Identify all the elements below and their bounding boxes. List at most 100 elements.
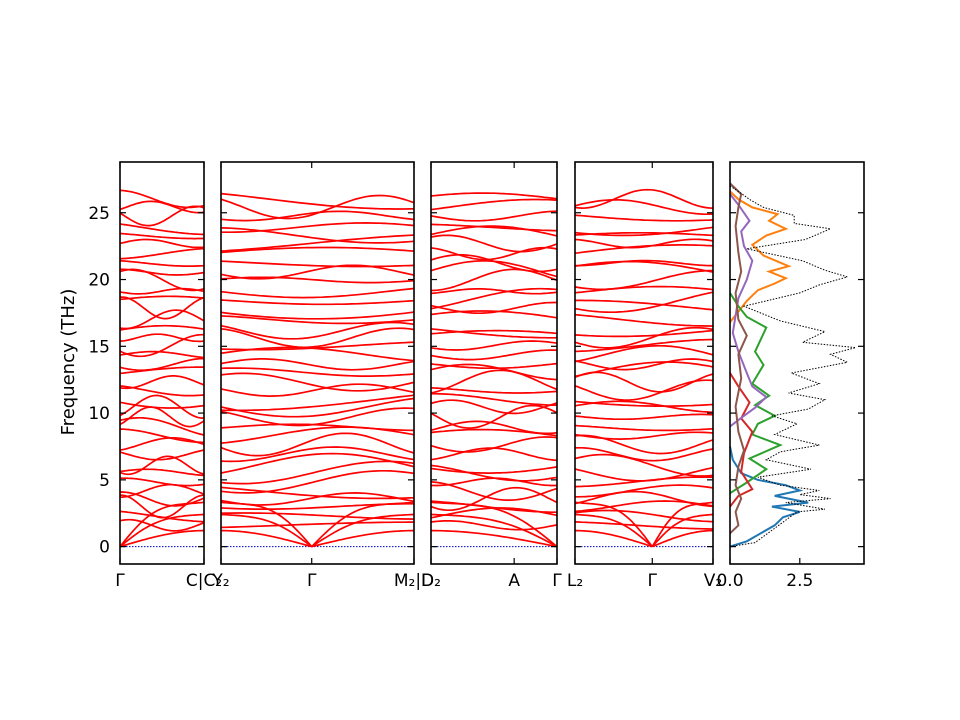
band-line [430,246,558,261]
band-panel-frame [430,161,558,565]
band-line [574,260,714,273]
x-tick-label: Γ [115,571,125,591]
band-line [430,500,557,514]
band-line [430,310,558,319]
band-line [574,446,714,462]
band-line [220,321,415,340]
band-line [430,386,558,394]
band-line [431,529,558,548]
band-line [119,287,205,295]
x-tick-label: 2.5 [786,571,813,591]
band-line [119,375,205,390]
band-line [221,529,312,548]
dos-total-line [729,185,856,548]
band-line [574,501,653,548]
band-line [220,372,415,392]
band-line [119,295,205,301]
band-line [119,483,205,499]
band-line [430,363,558,381]
y-tick-label: 20 [88,271,110,291]
band-line [220,521,414,529]
band-line [220,432,415,457]
band-line [119,333,204,358]
band-line [574,453,714,477]
band-line [119,268,205,292]
band-panel-frame [574,161,714,565]
band-line [119,259,205,267]
band-line [430,192,558,200]
band-line [574,509,714,523]
band-line [220,513,313,548]
band-line [119,513,205,548]
dos-partial-line [729,372,754,508]
band-line [119,529,204,548]
band-line [119,401,205,409]
x-tick-label: 0.0 [716,571,743,591]
band-line [220,260,415,268]
band-line [574,269,713,291]
band-line [119,436,205,451]
band-line [574,285,714,294]
band-line [119,350,205,359]
band-line [119,247,205,260]
band-line [119,357,205,372]
band-line [119,333,205,343]
band-line [651,529,713,548]
band-line [220,276,415,284]
band-line [430,328,558,339]
band-line [220,192,415,210]
band-line [574,313,713,327]
band-line [574,231,714,237]
band-line [220,311,415,320]
band-line [651,501,714,548]
band-line [311,513,415,548]
band-line [220,234,415,252]
band-line [574,291,714,314]
x-tick-label: L₂ [567,571,583,591]
dos-partial-line [729,190,792,323]
band-line [220,460,415,485]
x-tick-label: M₂|D [394,571,434,591]
band-line [220,299,415,306]
band-line [220,512,415,520]
x-tick-label: C|C₂ [186,571,222,591]
y-tick-label: 15 [88,337,110,357]
x-tick-label: A [508,571,520,591]
band-line [120,428,204,444]
dos-partial-line [729,193,768,428]
band-line [574,338,714,353]
band-line [119,394,204,419]
band-line [430,513,558,548]
band-line [574,361,714,378]
x-tick-label: Γ [648,571,658,591]
band-line [430,436,558,453]
band-line [220,358,415,371]
band-line [220,502,414,510]
band-line [575,484,714,498]
band-line [430,404,558,429]
band-line [430,287,558,310]
y-tick-label: 0 [99,538,110,558]
y-tick-label: 10 [88,404,110,424]
band-line [220,315,415,325]
band-line [220,246,415,254]
band-line [220,446,415,463]
band-line [119,518,205,532]
band-line [119,223,205,236]
band-line [574,521,713,530]
band-line [119,455,205,476]
band-line [119,309,205,330]
band-line [119,232,204,240]
band-line [119,238,205,249]
band-line [430,464,558,482]
band-line [651,513,714,548]
dos-partial-line [729,182,748,535]
band-line [574,490,714,508]
band-line [220,341,415,351]
band-line [430,481,558,501]
band-line [430,486,558,512]
band-line [220,423,415,432]
band-line [220,407,415,427]
band-line [430,210,558,222]
